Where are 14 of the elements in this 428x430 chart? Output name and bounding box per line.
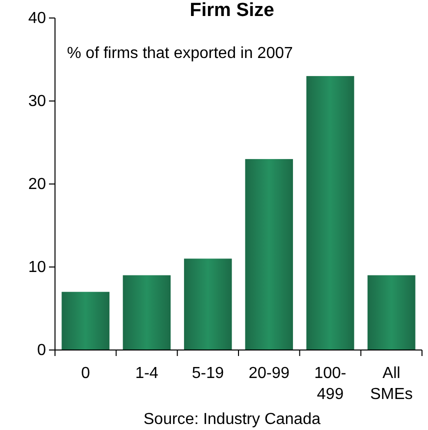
x-tick-label: 100-499 — [314, 365, 346, 403]
y-tick-label: 20 — [28, 176, 46, 194]
y-tick-label: 30 — [28, 93, 46, 110]
y-tick-label: 10 — [28, 259, 46, 276]
x-tick-label: 5-19 — [192, 365, 224, 382]
y-tick-label: 40 — [28, 10, 46, 28]
text: % of firms that exported in 2007 — [67, 45, 293, 62]
x-tick-label: 1-4 — [135, 365, 158, 382]
x-tick-label: 0 — [81, 365, 90, 382]
y-tick-label: 0 — [37, 342, 46, 360]
x-tick-label: 20-99 — [248, 365, 290, 382]
x-tick-label: All SMEs — [370, 365, 413, 403]
source-note: Source: Industry Canada — [144, 411, 321, 428]
chart-title: Firm Size — [190, 0, 274, 21]
